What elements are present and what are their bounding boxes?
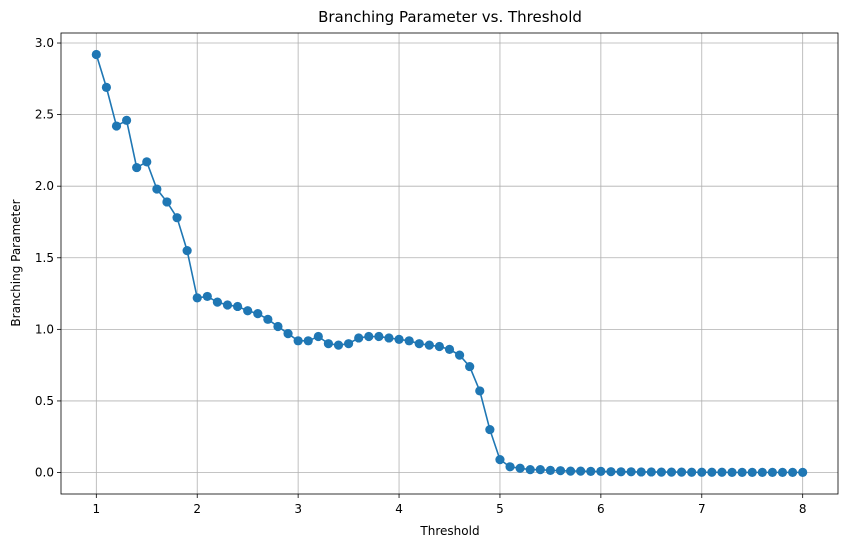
data-point bbox=[545, 465, 556, 475]
data-point bbox=[737, 467, 747, 477]
data-point bbox=[586, 466, 596, 476]
x-tick-label: 5 bbox=[496, 502, 504, 516]
data-point bbox=[535, 465, 545, 475]
data-point bbox=[404, 336, 414, 346]
data-point bbox=[727, 467, 737, 477]
x-tick-label: 7 bbox=[698, 502, 706, 516]
data-point bbox=[232, 301, 243, 312]
data-point bbox=[172, 213, 182, 223]
x-tick-label: 4 bbox=[395, 502, 403, 516]
data-point bbox=[646, 467, 656, 477]
data-point bbox=[414, 339, 424, 349]
data-point bbox=[616, 467, 626, 477]
data-point bbox=[182, 246, 192, 256]
data-point bbox=[394, 334, 404, 344]
data-point bbox=[747, 467, 757, 477]
data-point bbox=[555, 466, 566, 476]
data-point bbox=[626, 467, 636, 477]
data-point bbox=[374, 331, 384, 342]
data-point bbox=[475, 386, 485, 396]
data-point bbox=[283, 329, 293, 339]
series-layer bbox=[91, 49, 808, 477]
data-point bbox=[495, 455, 505, 465]
data-point bbox=[152, 184, 162, 194]
x-tick-label: 3 bbox=[294, 502, 302, 516]
data-point bbox=[787, 467, 798, 477]
x-tick-label: 8 bbox=[799, 502, 807, 516]
data-point bbox=[364, 331, 374, 342]
data-point bbox=[636, 467, 646, 477]
data-point bbox=[121, 115, 132, 125]
data-point bbox=[132, 162, 142, 173]
data-point bbox=[333, 340, 344, 350]
y-tick-label: 2.5 bbox=[35, 108, 54, 122]
data-point bbox=[323, 339, 334, 349]
data-point bbox=[576, 466, 586, 476]
data-point bbox=[263, 314, 273, 324]
x-axis-label: Threshold bbox=[419, 524, 479, 538]
data-point bbox=[424, 340, 434, 350]
data-point bbox=[606, 467, 616, 477]
data-point bbox=[717, 467, 727, 477]
chart-title: Branching Parameter vs. Threshold bbox=[318, 8, 582, 26]
data-point bbox=[293, 336, 303, 346]
data-point bbox=[243, 306, 253, 316]
data-point bbox=[343, 339, 354, 349]
data-point bbox=[707, 467, 717, 477]
data-point bbox=[777, 467, 788, 477]
data-point bbox=[676, 467, 687, 477]
data-point bbox=[505, 462, 515, 472]
data-point bbox=[434, 341, 445, 352]
data-point bbox=[565, 466, 576, 476]
x-tick-label: 2 bbox=[193, 502, 201, 516]
data-point bbox=[687, 467, 697, 477]
data-point bbox=[192, 293, 202, 303]
data-point bbox=[384, 333, 394, 343]
x-tick-label: 1 bbox=[92, 502, 100, 516]
data-point bbox=[313, 331, 323, 342]
y-tick-label: 3.0 bbox=[35, 36, 54, 50]
y-tick-label: 0.0 bbox=[35, 466, 54, 480]
data-point bbox=[666, 467, 677, 477]
data-point bbox=[596, 466, 606, 476]
data-point bbox=[485, 424, 495, 435]
data-point bbox=[202, 291, 212, 302]
data-point bbox=[222, 300, 233, 310]
data-point bbox=[767, 467, 778, 477]
data-point bbox=[354, 333, 364, 343]
data-point bbox=[273, 321, 283, 332]
data-point bbox=[656, 467, 667, 477]
x-tick-label: 6 bbox=[597, 502, 605, 516]
data-point bbox=[454, 350, 465, 360]
data-point bbox=[212, 297, 223, 307]
grid-layer bbox=[61, 33, 838, 494]
data-point bbox=[101, 82, 112, 93]
y-tick-label: 0.5 bbox=[35, 394, 54, 408]
y-axis-label: Branching Parameter bbox=[9, 199, 23, 326]
series-line bbox=[95, 54, 803, 474]
data-point bbox=[465, 361, 475, 372]
axes-layer: 1 2 3 4 5 6 7 8 0.0 0.5 1.0 1.5 2.0 2.5 3.0 bbox=[35, 32, 839, 516]
y-tick-label: 1.5 bbox=[35, 251, 54, 265]
data-point bbox=[515, 463, 525, 473]
y-tick-label: 2.0 bbox=[35, 179, 54, 193]
plot-frame bbox=[60, 32, 839, 495]
data-point bbox=[253, 309, 263, 319]
y-tick-label: 1.0 bbox=[35, 322, 54, 336]
data-point bbox=[444, 344, 455, 355]
data-point bbox=[142, 157, 152, 167]
data-point bbox=[91, 49, 101, 60]
data-point bbox=[798, 467, 808, 477]
data-point bbox=[757, 467, 767, 477]
data-point bbox=[162, 197, 172, 207]
data-point bbox=[697, 467, 707, 477]
data-point bbox=[111, 121, 122, 131]
data-point bbox=[525, 465, 535, 475]
data-point bbox=[303, 336, 313, 346]
